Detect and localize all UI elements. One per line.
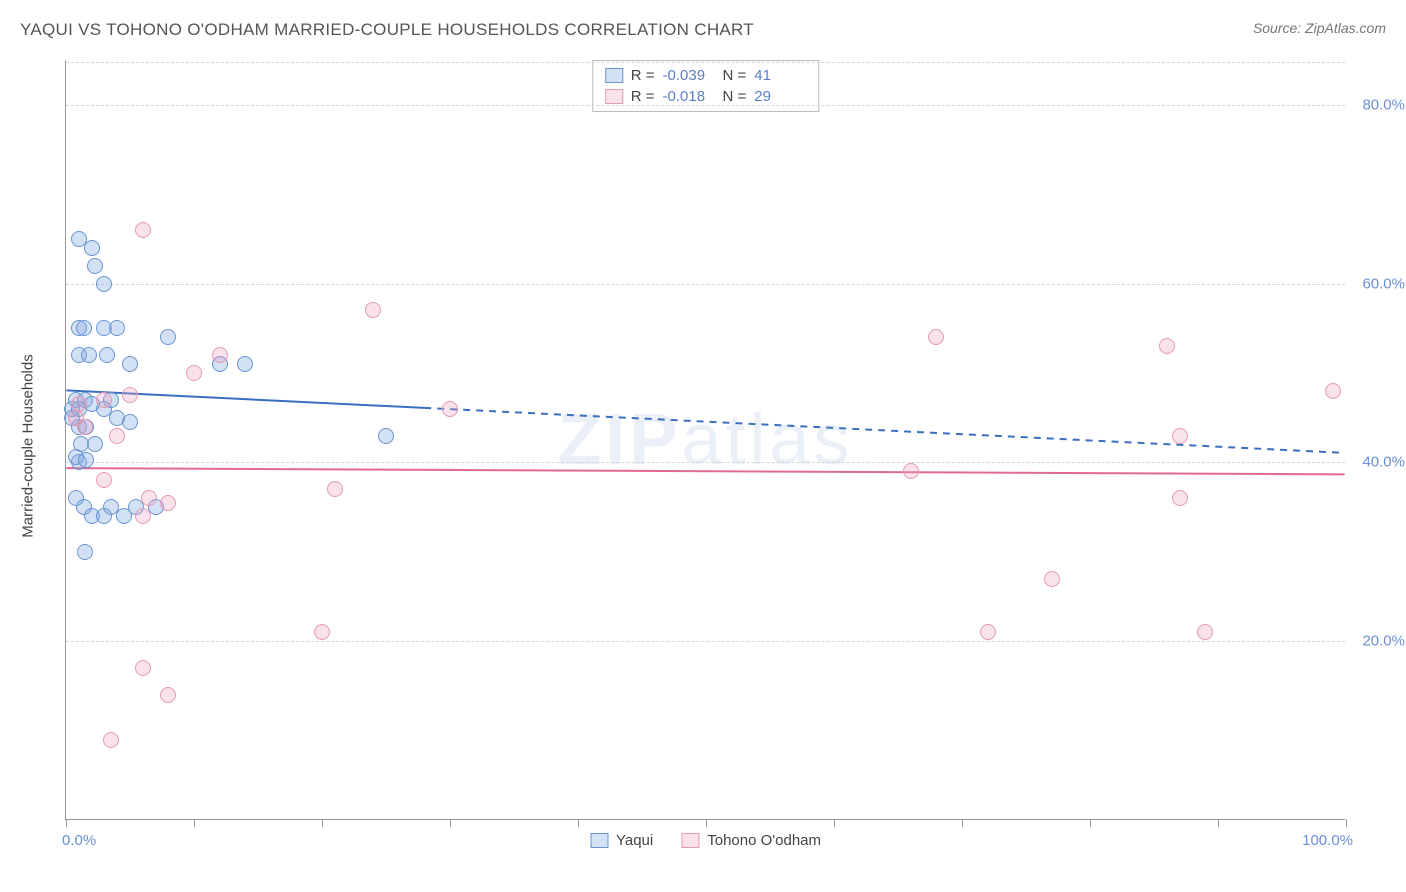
- grid-line: [66, 462, 1345, 463]
- chart-title: YAQUI VS TOHONO O'ODHAM MARRIED-COUPLE H…: [20, 20, 1386, 40]
- data-point: [186, 365, 202, 381]
- stat-r-series2: -0.018: [663, 88, 715, 105]
- x-tick: [194, 819, 195, 827]
- x-tick: [322, 819, 323, 827]
- x-tick-label: 0.0%: [62, 832, 96, 849]
- stat-label-r: R =: [631, 88, 655, 105]
- data-point: [160, 495, 176, 511]
- plot-area: ZIPatlas R = -0.039 N = 41 R = -0.018 N …: [65, 60, 1345, 820]
- swatch-series2: [605, 89, 623, 104]
- y-tick-label: 20.0%: [1350, 633, 1405, 650]
- data-point: [99, 347, 115, 363]
- data-point: [903, 463, 919, 479]
- trend-lines: [66, 60, 1345, 819]
- data-point: [96, 276, 112, 292]
- data-point: [135, 508, 151, 524]
- data-point: [81, 347, 97, 363]
- data-point: [77, 419, 93, 435]
- x-tick: [450, 819, 451, 827]
- swatch-series1: [590, 833, 608, 848]
- x-tick: [1090, 819, 1091, 827]
- x-tick: [1218, 819, 1219, 827]
- x-tick: [962, 819, 963, 827]
- stat-n-series2: 29: [754, 88, 806, 105]
- data-point: [1172, 490, 1188, 506]
- legend-label-series2: Tohono O'odham: [707, 832, 821, 849]
- x-tick: [1346, 819, 1347, 827]
- data-point: [122, 414, 138, 430]
- swatch-series1: [605, 68, 623, 83]
- data-point: [327, 481, 343, 497]
- source-label: Source: ZipAtlas.com: [1253, 20, 1386, 36]
- data-point: [76, 320, 92, 336]
- legend: Yaqui Tohono O'odham: [590, 832, 821, 849]
- grid-line: [66, 62, 1345, 63]
- data-point: [109, 320, 125, 336]
- data-point: [96, 508, 112, 524]
- data-point: [87, 258, 103, 274]
- data-point: [1172, 428, 1188, 444]
- x-tick-label: 100.0%: [1302, 832, 1353, 849]
- grid-line: [66, 641, 1345, 642]
- legend-item-series1: Yaqui: [590, 832, 653, 849]
- data-point: [980, 624, 996, 640]
- data-point: [1044, 571, 1060, 587]
- data-point: [314, 624, 330, 640]
- data-point: [442, 401, 458, 417]
- watermark: ZIPatlas: [557, 399, 853, 481]
- data-point: [103, 732, 119, 748]
- y-axis-label: Married-couple Households: [20, 354, 37, 537]
- data-point: [109, 428, 125, 444]
- data-point: [135, 660, 151, 676]
- x-tick: [578, 819, 579, 827]
- data-point: [116, 508, 132, 524]
- chart-container: YAQUI VS TOHONO O'ODHAM MARRIED-COUPLE H…: [20, 20, 1386, 872]
- stat-label-n: N =: [723, 88, 747, 105]
- y-tick-label: 40.0%: [1350, 454, 1405, 471]
- grid-line: [66, 284, 1345, 285]
- data-point: [237, 356, 253, 372]
- stat-label-n: N =: [723, 67, 747, 84]
- data-point: [122, 356, 138, 372]
- data-point: [78, 452, 94, 468]
- stat-r-series1: -0.039: [663, 67, 715, 84]
- data-point: [84, 240, 100, 256]
- y-tick-label: 60.0%: [1350, 275, 1405, 292]
- data-point: [160, 687, 176, 703]
- data-point: [365, 302, 381, 318]
- data-point: [122, 387, 138, 403]
- stats-row-series1: R = -0.039 N = 41: [605, 65, 807, 86]
- legend-label-series1: Yaqui: [616, 832, 653, 849]
- x-tick: [66, 819, 67, 827]
- data-point: [1325, 383, 1341, 399]
- x-tick: [834, 819, 835, 827]
- data-point: [1159, 338, 1175, 354]
- stat-n-series1: 41: [754, 67, 806, 84]
- data-point: [96, 472, 112, 488]
- data-point: [928, 329, 944, 345]
- swatch-series2: [681, 833, 699, 848]
- grid-line: [66, 105, 1345, 106]
- data-point: [378, 428, 394, 444]
- data-point: [96, 392, 112, 408]
- legend-item-series2: Tohono O'odham: [681, 832, 821, 849]
- data-point: [77, 544, 93, 560]
- data-point: [212, 347, 228, 363]
- data-point: [87, 436, 103, 452]
- y-tick-label: 80.0%: [1350, 96, 1405, 113]
- stat-label-r: R =: [631, 67, 655, 84]
- data-point: [141, 490, 157, 506]
- data-point: [160, 329, 176, 345]
- x-tick: [706, 819, 707, 827]
- data-point: [1197, 624, 1213, 640]
- data-point: [135, 222, 151, 238]
